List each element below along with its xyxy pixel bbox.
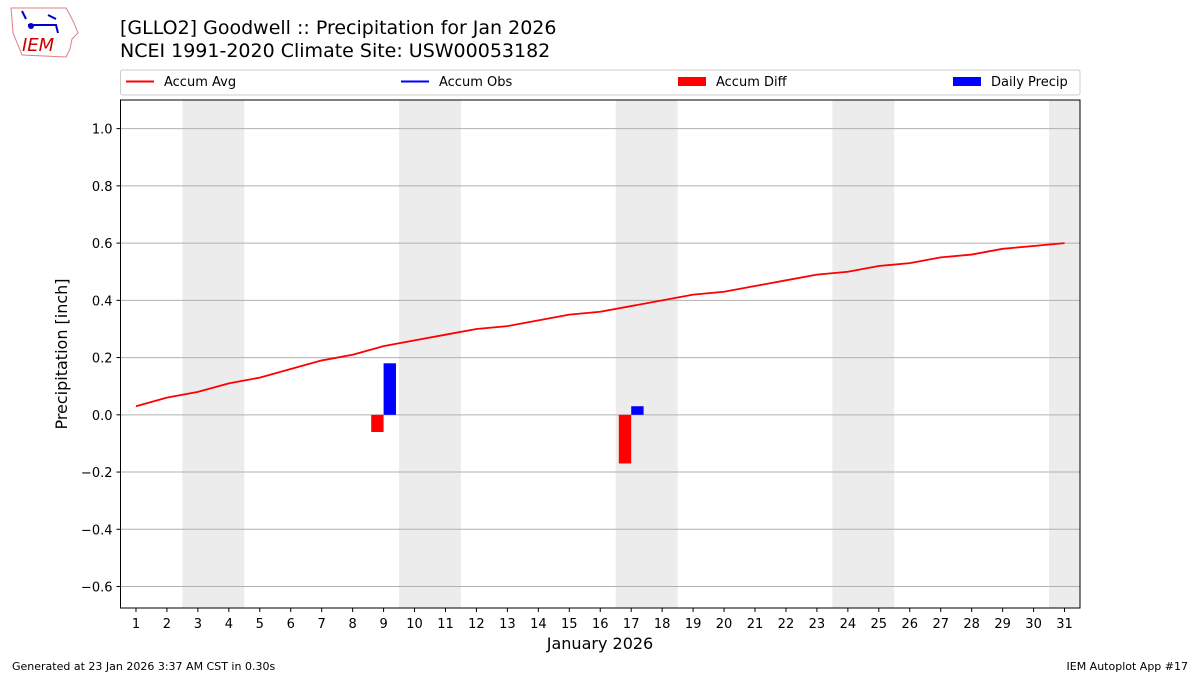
x-tick-label: 26 xyxy=(901,617,918,632)
x-tick-label: 4 xyxy=(225,617,233,632)
y-axis-label: Precipitation [inch] xyxy=(52,278,71,429)
x-tick-label: 14 xyxy=(530,617,547,632)
x-tick-label: 9 xyxy=(379,617,387,632)
y-tick-label: 0.4 xyxy=(92,294,113,309)
footer-generated: Generated at 23 Jan 2026 3:37 AM CST in … xyxy=(12,660,276,673)
svg-text:IEM: IEM xyxy=(22,35,55,56)
y-tick-label: 0.8 xyxy=(92,180,113,195)
x-tick-label: 12 xyxy=(468,617,485,632)
x-tick-label: 15 xyxy=(561,617,578,632)
weekend-shade xyxy=(615,100,678,608)
chart-title: [GLLO2] Goodwell :: Precipitation for Ja… xyxy=(120,17,557,39)
chart-subtitle: NCEI 1991-2020 Climate Site: USW00053182 xyxy=(120,40,551,62)
y-tick-label: −0.4 xyxy=(81,523,113,538)
accum-diff-bar xyxy=(618,414,632,464)
accum-avg-line xyxy=(135,242,1065,408)
legend-label: Daily Precip xyxy=(991,75,1068,90)
plot-frame xyxy=(120,99,1081,609)
x-tick-label: 16 xyxy=(592,617,609,632)
y-tick-label: 0.2 xyxy=(92,352,113,367)
x-axis-label: January 2026 xyxy=(546,634,653,653)
legend-label: Accum Diff xyxy=(716,75,788,90)
x-tick-label: 2 xyxy=(163,617,171,632)
legend-box xyxy=(120,69,1081,96)
x-tick-label: 7 xyxy=(318,617,326,632)
x-tick-label: 23 xyxy=(809,617,826,632)
y-tick-label: −0.2 xyxy=(81,466,113,481)
footer-app: IEM Autoplot App #17 xyxy=(1066,660,1189,673)
x-tick-label: 10 xyxy=(406,617,423,632)
x-tick-label: 11 xyxy=(437,617,454,632)
x-tick-label: 24 xyxy=(840,617,857,632)
weekend-shade xyxy=(1049,100,1080,608)
x-tick-label: 25 xyxy=(871,617,888,632)
legend-label: Accum Obs xyxy=(439,75,512,90)
weekend-shade xyxy=(832,100,895,608)
x-tick-label: 28 xyxy=(963,617,980,632)
x-tick-label: 8 xyxy=(348,617,356,632)
y-tick-label: 0.6 xyxy=(92,237,113,252)
legend-swatch-3 xyxy=(953,77,981,86)
x-tick-label: 19 xyxy=(685,617,702,632)
x-tick-label: 6 xyxy=(287,617,295,632)
y-tick-label: 1.0 xyxy=(92,123,113,138)
x-tick-label: 1 xyxy=(132,617,140,632)
x-tick-label: 13 xyxy=(499,617,516,632)
daily-precip-bar xyxy=(383,363,396,415)
x-tick-label: 31 xyxy=(1056,617,1073,632)
x-tick-label: 27 xyxy=(932,617,949,632)
accum-diff-bar xyxy=(371,414,384,432)
weekend-shade xyxy=(399,100,461,608)
x-tick-label: 22 xyxy=(778,617,795,632)
legend-swatch-2 xyxy=(678,77,706,86)
daily-precip-bar xyxy=(631,406,644,415)
x-tick-label: 3 xyxy=(194,617,202,632)
x-tick-label: 18 xyxy=(654,617,671,632)
x-tick-label: 21 xyxy=(747,617,764,632)
y-tick-label: −0.6 xyxy=(81,581,113,596)
x-tick-label: 20 xyxy=(716,617,733,632)
x-tick-label: 29 xyxy=(994,617,1011,632)
y-tick-label: 0.0 xyxy=(92,409,113,424)
iem-logo: IEM xyxy=(8,5,80,59)
x-tick-label: 17 xyxy=(623,617,640,632)
x-tick-label: 5 xyxy=(256,617,264,632)
weekend-shade xyxy=(182,100,245,608)
legend-label: Accum Avg xyxy=(164,75,236,90)
x-tick-label: 30 xyxy=(1025,617,1042,632)
